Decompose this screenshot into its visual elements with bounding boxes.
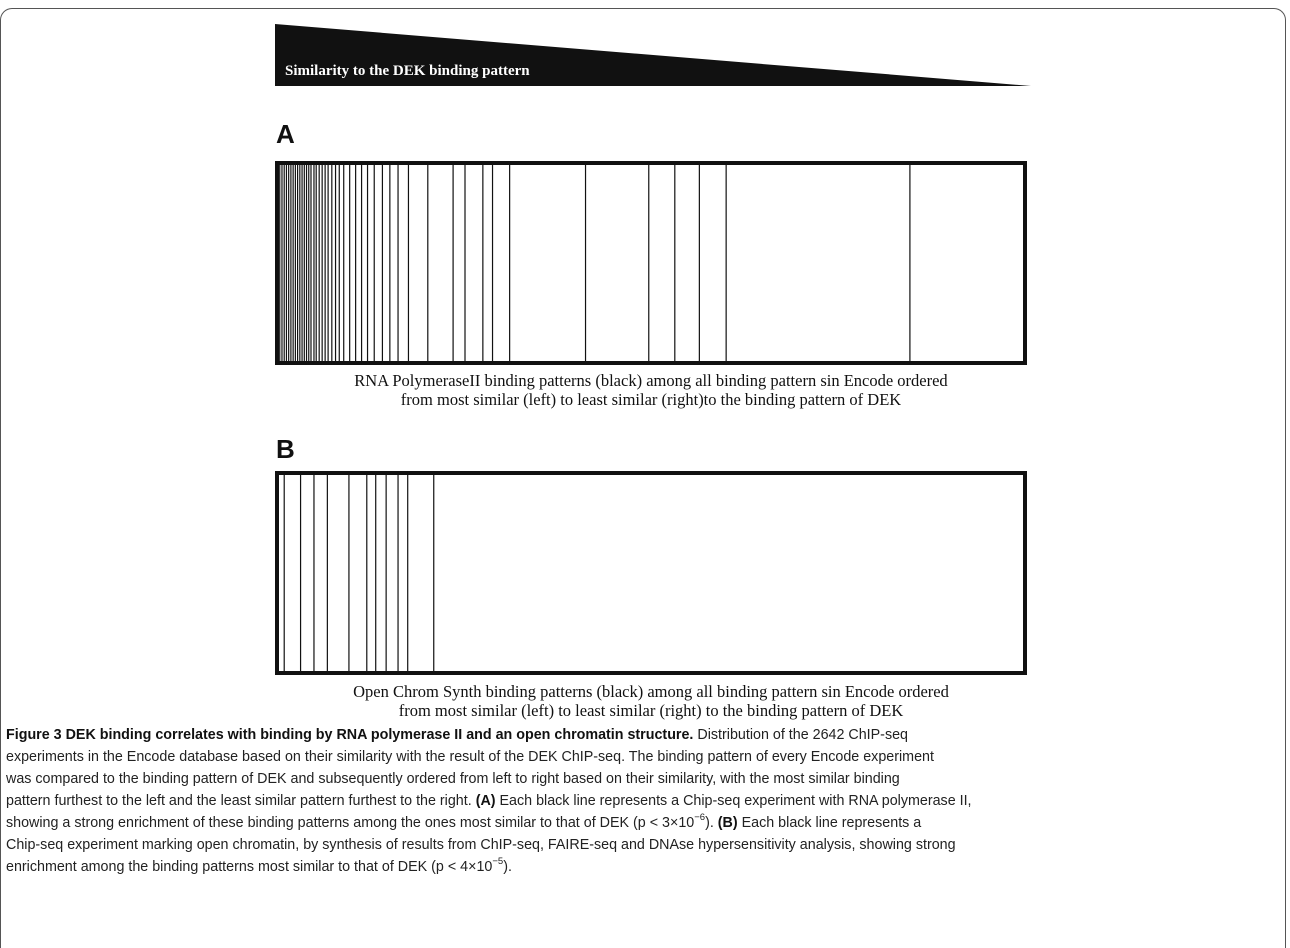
caption-tag-b: (B): [717, 815, 738, 831]
panel-b-caption: Open Chrom Synth binding patterns (black…: [275, 682, 1027, 720]
panel-a-caption: RNA PolymeraseII binding patterns (black…: [275, 371, 1027, 409]
caption-line: pattern furthest to the left and the lea…: [6, 793, 972, 809]
caption-title: Figure 3 DEK binding correlates with bin…: [6, 727, 694, 743]
wedge-shape: [275, 24, 1031, 86]
caption-tag-a: (A): [475, 793, 496, 809]
caption-line: enrichment among the binding patterns mo…: [6, 856, 512, 875]
figure-frame: [0, 8, 1286, 948]
caption-line: was compared to the binding pattern of D…: [6, 771, 900, 787]
caption-line: experiments in the Encode database based…: [6, 749, 934, 765]
panel-a-caption-line: from most similar (left) to least simila…: [400, 390, 902, 409]
caption-line: Figure 3 DEK binding correlates with bin…: [6, 727, 908, 743]
wedge-label: Similarity to the DEK binding pattern: [285, 63, 530, 79]
panel-a-barcode: [275, 161, 1027, 365]
panel-a-caption-line: RNA PolymeraseII binding patterns (black…: [354, 371, 948, 390]
panel-b-caption-line: Open Chrom Synth binding patterns (black…: [353, 682, 949, 701]
panel-b-label: B: [276, 434, 295, 464]
figure-caption: Figure 3 DEK binding correlates with bin…: [6, 724, 1282, 878]
similarity-wedge: Similarity to the DEK binding pattern: [275, 24, 1031, 86]
panel-b-caption-line: from most similar (left) to least simila…: [398, 701, 904, 720]
caption-line: showing a strong enrichment of these bin…: [6, 812, 922, 831]
panel-b-barcode: [275, 471, 1027, 675]
panel-a-label: A: [276, 119, 295, 149]
caption-line: Chip-seq experiment marking open chromat…: [6, 837, 956, 853]
